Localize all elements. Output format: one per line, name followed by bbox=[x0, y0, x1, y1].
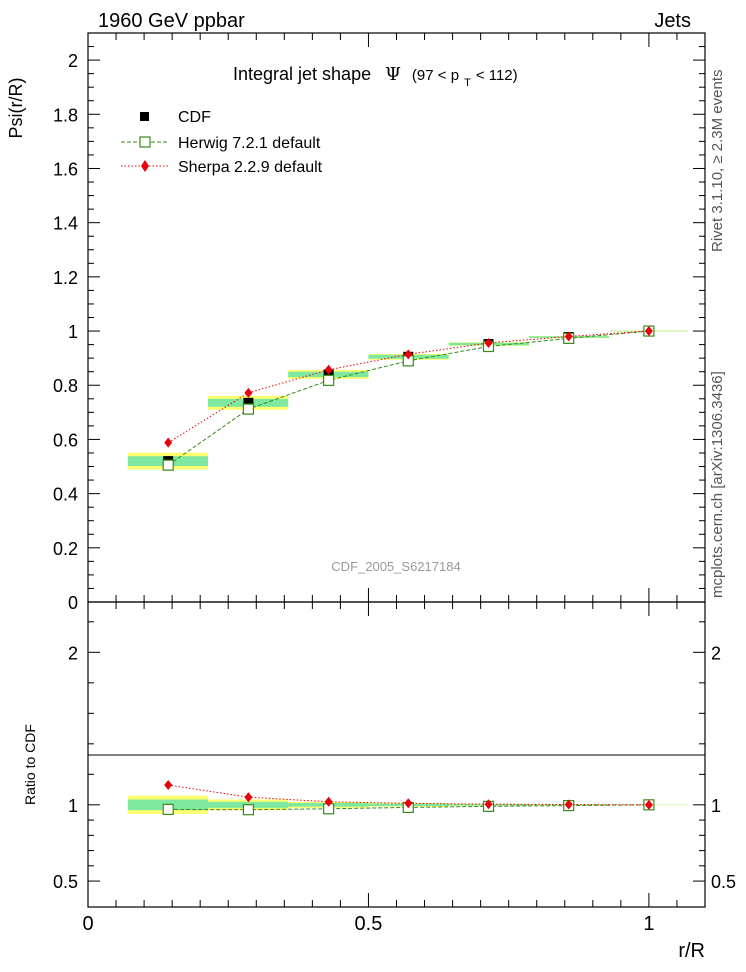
title-symbol: Ψ bbox=[385, 64, 401, 85]
main-panel: 0 0.2 0.4 0.6 0.8 1 1.2 1.4 1.6 1.8 2 bbox=[53, 32, 706, 613]
analysis-watermark: CDF_2005_S6217184 bbox=[331, 559, 460, 574]
y-tick-label: 1 bbox=[68, 322, 78, 342]
ratio-y-tick-label-right: 2 bbox=[711, 643, 721, 663]
ratio-herwig-point bbox=[242, 804, 255, 816]
legend-cdf-label: CDF bbox=[178, 109, 211, 126]
ratio-sherpa-point bbox=[324, 796, 333, 807]
legend: CDF Herwig 7.2.1 default Sherpa 2.2.9 de… bbox=[121, 109, 323, 176]
title-range-open: (97 < p bbox=[412, 67, 459, 84]
main-herwig-point bbox=[162, 459, 174, 471]
x-tick-label: 1 bbox=[643, 913, 654, 935]
y-tick-label: 1.2 bbox=[53, 268, 78, 288]
ratio-sherpa-point bbox=[484, 799, 493, 810]
x-tick-label: 0 bbox=[82, 913, 93, 935]
ratio-ticks: 0.5 0.5 1 1 2 2 0 0.5 1 bbox=[53, 602, 736, 935]
title-range-close: < 112) bbox=[476, 67, 518, 84]
ratio-y-tick-label: 0.5 bbox=[53, 872, 78, 892]
legend-herwig-label: Herwig 7.2.1 default bbox=[178, 135, 321, 152]
rivet-info: Rivet 3.1.10, ≥ 2.3M events bbox=[709, 70, 726, 253]
header-right: Jets bbox=[654, 10, 691, 32]
ratio-sherpa-point bbox=[404, 798, 413, 809]
main-line-2 bbox=[167, 330, 649, 444]
main-sherpa-point bbox=[404, 349, 413, 360]
main-sherpa-point bbox=[564, 331, 573, 342]
main-sherpa-point bbox=[324, 364, 333, 375]
ratio-sherpa-point bbox=[564, 799, 573, 810]
ratio-frame bbox=[87, 601, 706, 908]
ratio-y-tick-label: 2 bbox=[68, 643, 78, 663]
ratio-y-tick-label-right: 1 bbox=[711, 796, 721, 816]
y-tick-label: 1.6 bbox=[53, 159, 78, 179]
ratio-series bbox=[162, 780, 655, 816]
main-series bbox=[162, 325, 655, 471]
ratio-y-tick-label: 1 bbox=[68, 796, 78, 816]
ratio-sherpa-point bbox=[164, 780, 173, 790]
x-tick-label: 0.5 bbox=[355, 913, 383, 935]
ratio-herwig-point bbox=[162, 803, 174, 816]
ratio-y-axis-label: Ratio to CDF bbox=[22, 724, 38, 805]
mcplots-info: mcplots.cern.ch [arXiv:1306.3436] bbox=[709, 371, 726, 598]
ratio-panel: 0.5 0.5 1 1 2 2 0 0.5 1 bbox=[53, 601, 736, 935]
header-left: 1960 GeV ppbar bbox=[98, 10, 245, 32]
y-tick-label: 1.4 bbox=[53, 214, 78, 234]
x-axis-label: r/R bbox=[678, 940, 705, 962]
chart-title: Integral jet shape Ψ (97 < p T < 112) bbox=[233, 64, 518, 90]
y-tick-label: 0 bbox=[68, 593, 78, 613]
main-sherpa-point bbox=[244, 387, 253, 398]
legend-sherpa-marker bbox=[141, 160, 149, 172]
ratio-sherpa-point bbox=[244, 792, 253, 803]
y-tick-label: 0.2 bbox=[53, 539, 78, 559]
main-sherpa-point bbox=[484, 337, 493, 348]
legend-cdf-marker bbox=[140, 112, 149, 121]
title-range-sub: T bbox=[464, 77, 471, 89]
legend-herwig-marker bbox=[139, 136, 151, 148]
main-cdf-point bbox=[243, 397, 254, 408]
y-tick-label: 0.6 bbox=[53, 430, 78, 450]
main-sherpa-point bbox=[164, 437, 173, 448]
y-axis-label: Psi(r/R) bbox=[6, 78, 26, 139]
main-sherpa-point bbox=[644, 326, 653, 337]
legend-sherpa-label: Sherpa 2.2.9 default bbox=[178, 159, 323, 176]
y-tick-label: 2 bbox=[68, 51, 78, 71]
y-tick-label: 0.4 bbox=[53, 485, 78, 505]
main-herwig-point bbox=[323, 374, 335, 386]
main-ticks: 0 0.2 0.4 0.6 0.8 1 1.2 1.4 1.6 1.8 2 bbox=[53, 33, 706, 613]
y-tick-label: 1.8 bbox=[53, 105, 78, 125]
y-tick-label: 0.8 bbox=[53, 376, 78, 396]
title-prefix: Integral jet shape bbox=[233, 64, 371, 84]
main-herwig-point bbox=[242, 403, 255, 415]
ratio-y-tick-label-right: 0.5 bbox=[711, 872, 736, 892]
ratio-sherpa-point bbox=[644, 799, 653, 810]
